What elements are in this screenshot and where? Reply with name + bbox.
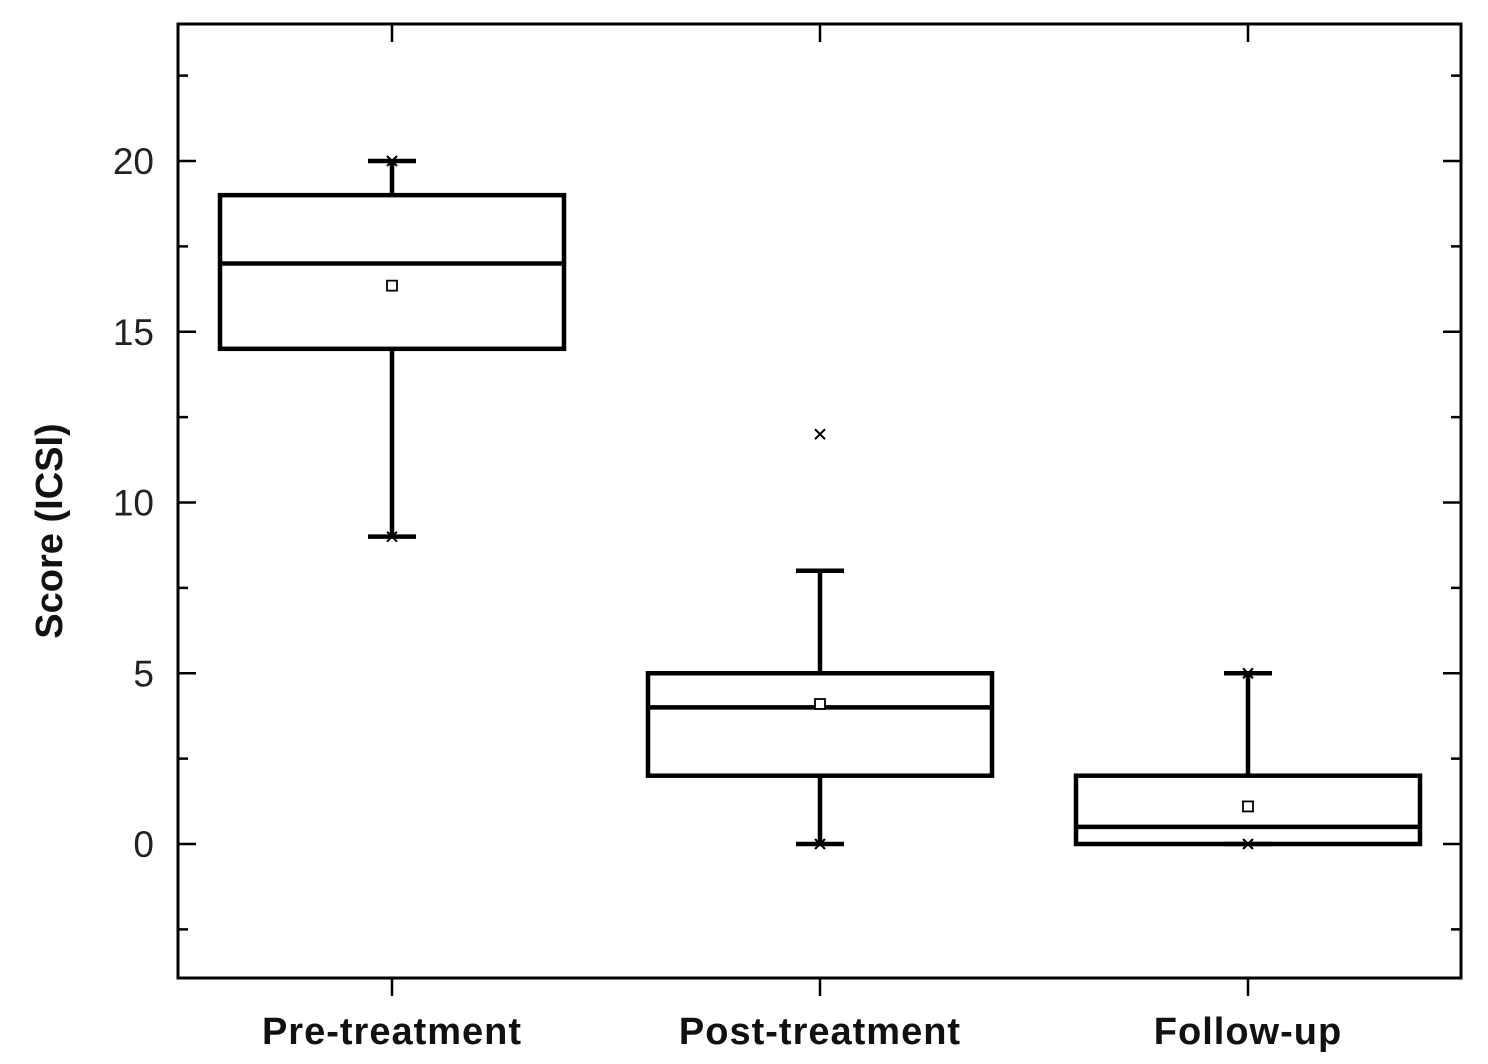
extreme-marker bbox=[1242, 838, 1254, 850]
x-category-labels: Pre-treatment Post-treatment Follow-up bbox=[262, 1011, 1342, 1053]
box-iqr bbox=[217, 192, 567, 352]
mean-marker bbox=[814, 698, 826, 710]
y-tick-label: 10 bbox=[113, 483, 154, 524]
y-tick-label: 0 bbox=[133, 824, 154, 865]
x-category-label: Pre-treatment bbox=[262, 1011, 522, 1053]
mean-marker bbox=[386, 279, 398, 292]
y-tick-label: 5 bbox=[133, 653, 154, 694]
extreme-marker bbox=[1242, 667, 1254, 679]
axis-ticks bbox=[178, 24, 1461, 996]
x-category-label: Post-treatment bbox=[679, 1011, 961, 1053]
extreme-marker bbox=[386, 530, 398, 543]
y-tick-labels: 0 5 10 15 20 bbox=[113, 141, 154, 865]
extreme-marker bbox=[814, 428, 826, 440]
extreme-marker bbox=[386, 155, 398, 167]
extreme-marker bbox=[814, 838, 826, 850]
y-tick-label: 20 bbox=[113, 141, 154, 182]
mean-marker bbox=[1242, 800, 1254, 813]
y-axis-title: Score (ICSI) bbox=[29, 423, 71, 638]
box-iqr bbox=[645, 671, 995, 778]
box-series bbox=[217, 155, 1423, 850]
x-category-label: Follow-up bbox=[1154, 1011, 1342, 1053]
y-tick-label: 15 bbox=[113, 312, 154, 353]
